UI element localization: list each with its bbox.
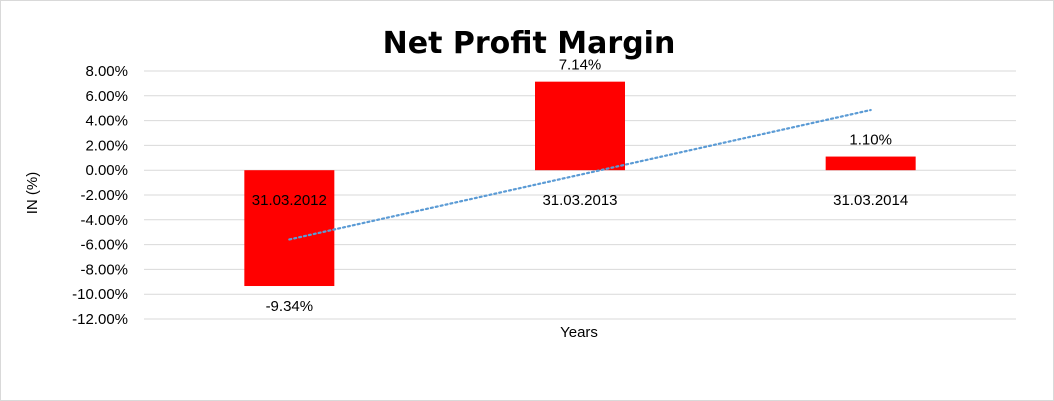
labels: 8.00% 6.00% 4.00% 2.00% 0.00% -2.00% -4.00% -6.… bbox=[72, 57, 908, 328]
y-tick-label: -6.00% bbox=[80, 237, 128, 254]
data-label: 1.10% bbox=[849, 132, 892, 149]
y-tick-label: 0.00% bbox=[85, 162, 128, 179]
y-tick-label: -4.00% bbox=[80, 212, 128, 229]
y-tick-label: -10.00% bbox=[72, 286, 128, 303]
x-category-label: 31.03.2012 bbox=[252, 192, 327, 209]
y-tick-label: 6.00% bbox=[85, 88, 128, 105]
bars bbox=[244, 81, 916, 287]
data-label: -9.34% bbox=[266, 298, 314, 315]
y-tick-label: 2.00% bbox=[85, 137, 128, 154]
y-tick-label: 4.00% bbox=[85, 113, 128, 130]
data-label: 7.14% bbox=[559, 57, 602, 74]
chart-title: Net Profit Margin bbox=[383, 26, 676, 61]
y-tick-label: -2.00% bbox=[80, 187, 128, 204]
x-category-label: 31.03.2013 bbox=[542, 192, 617, 209]
y-axis-label: IN (%) bbox=[24, 172, 41, 215]
y-tick-label: -12.00% bbox=[72, 311, 128, 328]
x-category-label: 31.03.2014 bbox=[833, 192, 908, 209]
bar-31.03.2013 bbox=[535, 81, 625, 171]
x-axis-label: Years bbox=[560, 324, 598, 341]
y-tick-label: 8.00% bbox=[85, 63, 128, 80]
trendline-group bbox=[288, 108, 872, 241]
bar-31.03.2014 bbox=[825, 156, 916, 171]
y-tick-label: -8.00% bbox=[80, 261, 128, 278]
bar-31.03.2012 bbox=[244, 170, 335, 287]
trendline bbox=[288, 108, 872, 241]
